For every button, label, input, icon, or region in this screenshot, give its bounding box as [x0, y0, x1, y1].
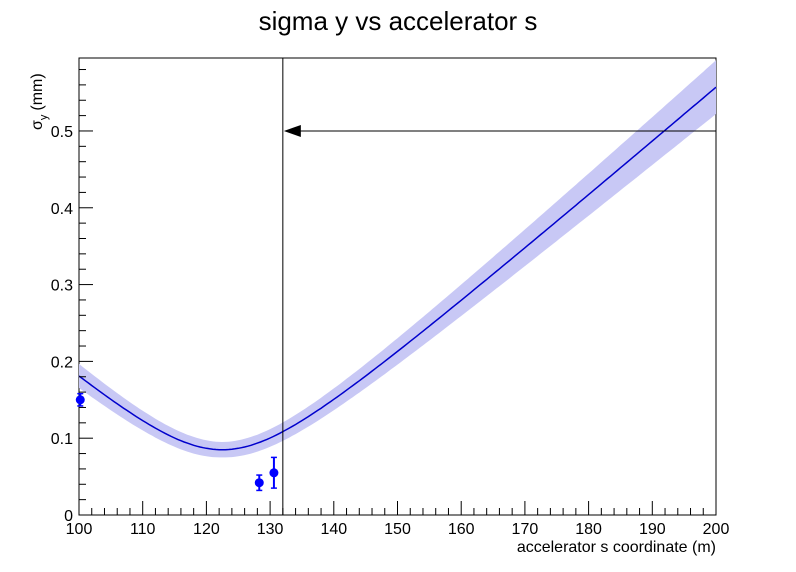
confidence-band-layer [79, 60, 716, 458]
x-tick-label: 140 [320, 521, 347, 538]
data-point-2 [269, 468, 279, 478]
y-tick-label: 0.5 [51, 124, 73, 141]
x-tick-label: 130 [257, 521, 284, 538]
fit-curve-layer [78, 86, 717, 451]
x-tick-label: 160 [448, 521, 475, 538]
data-point-1 [254, 478, 264, 488]
svg-text:σy(mm): σy (mm) [29, 73, 50, 130]
y-tick-label: 0 [64, 508, 73, 525]
y-axis-label: σy (mm) [29, 73, 50, 130]
y-axis-label-subscript: y [38, 114, 50, 120]
x-tick-label: 120 [193, 521, 220, 538]
x-axis-ticks: 100 110 120 130 140 150 160 170 180 190 200 [66, 501, 730, 538]
x-tick-label: 170 [512, 521, 539, 538]
data-point-0 [75, 395, 85, 405]
x-tick-label: 190 [639, 521, 666, 538]
annotation-layer [282, 58, 716, 515]
arrow-head [283, 124, 301, 137]
x-tick-label: 150 [384, 521, 411, 538]
y-tick-label: 0.3 [51, 278, 73, 295]
y-axis-label-symbol: σ [29, 120, 46, 130]
data-points-layer [75, 392, 279, 492]
y-axis-label-unit: (mm) [29, 73, 46, 110]
y-tick-label: 0.4 [51, 201, 73, 218]
y-axis-ticks: 0 0.1 0.2 0.3 0.4 0.5 [51, 69, 93, 525]
x-axis-label: accelerator s coordinate (m) [517, 539, 716, 556]
x-tick-label: 200 [703, 521, 730, 538]
confidence-band [79, 60, 716, 458]
chart-title: sigma y vs accelerator s [259, 6, 538, 36]
y-tick-label: 0.1 [51, 431, 73, 448]
x-tick-label: 100 [66, 521, 93, 538]
x-tick-label: 110 [130, 521, 156, 538]
x-tick-label: 180 [575, 521, 602, 538]
fit-curve-line [78, 86, 717, 451]
y-tick-label: 0.2 [51, 354, 73, 371]
